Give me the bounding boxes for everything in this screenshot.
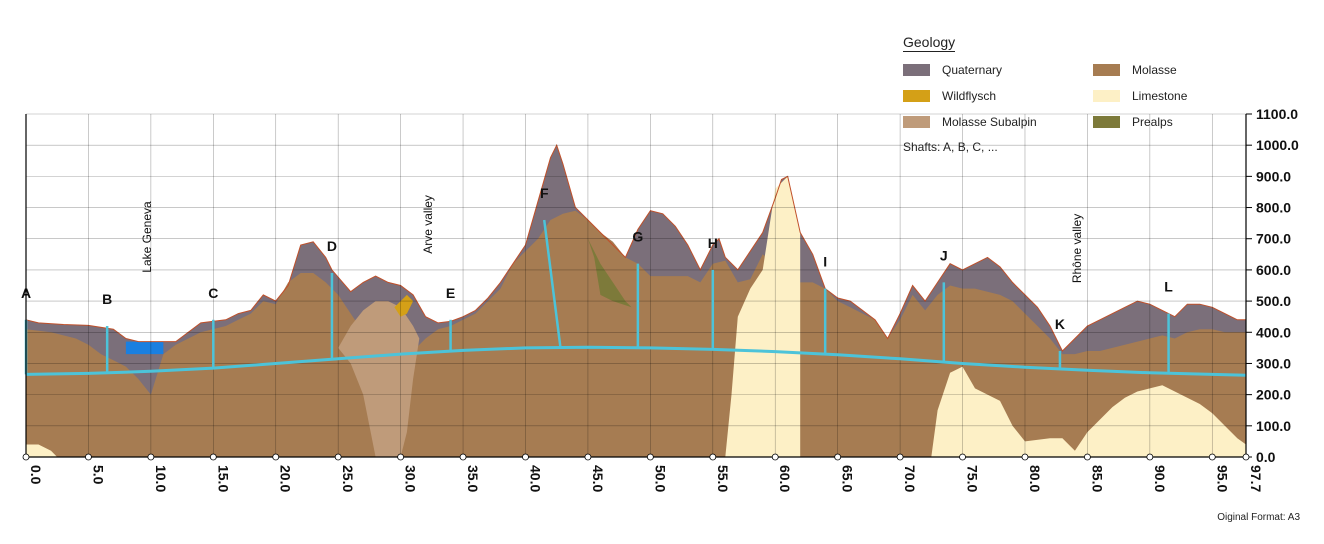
x-tick-marker [522,453,529,461]
x-tick-marker [646,453,654,461]
shaft-label-d: D [327,238,337,254]
molasse-swatch [1093,64,1120,76]
x-tick-label: 40.0 [527,465,543,492]
x-tick-label: 85.0 [1089,465,1105,492]
annotation-label: Lake Geneva [140,201,154,273]
shaft-label-f: F [540,185,549,201]
legend-title: Geology [903,34,956,52]
x-tick-label: 15.0 [215,465,231,492]
wildflysch-swatch [903,90,930,102]
molasse-subalpin-area [338,301,420,457]
x-tick-marker [22,453,30,461]
shaft-label-k: K [1055,316,1065,332]
x-tick-label: 45.0 [590,465,606,492]
x-tick-marker [209,453,217,461]
legend-label: Molasse [1132,63,1177,77]
y-tick-label: 900.0 [1256,168,1291,184]
annotation-label: Arve valley [421,195,435,254]
x-tick-marker [85,453,92,461]
x-tick-label: 20.0 [278,465,294,492]
x-tick-marker [1208,453,1216,461]
shaft-label-e: E [446,285,455,301]
x-tick-label: 35.0 [465,465,481,492]
x-tick-label: 90.0 [1152,465,1168,492]
shaft-label-g: G [632,229,643,245]
limestone-south-area [931,366,1246,457]
quaternary-swatch [903,64,930,76]
x-tick-label: 95.0 [1214,465,1230,492]
x-tick-marker [1021,453,1029,461]
y-tick-label: 700.0 [1256,231,1291,247]
y-tick-label: 1000.0 [1256,137,1299,153]
y-tick-label: 300.0 [1256,355,1291,371]
wildflysch-area [394,294,414,317]
x-tick-label: 0.0 [28,465,44,485]
surface-line [25,143,1246,352]
legend-label: Molasse Subalpin [942,115,1037,129]
x-tick-label: 97.7 [1248,465,1264,492]
shaft-f [542,219,562,348]
prealps-swatch [1093,116,1120,128]
x-tick-marker [459,453,467,461]
legend-label: Quaternary [942,63,1003,77]
y-tick-label: 200.0 [1256,387,1291,403]
molasse-subalpin-swatch [903,116,930,128]
x-tick-marker [896,453,904,461]
shaft-label-l: L [1164,279,1173,295]
x-tick-label: 5.0 [90,465,106,485]
x-tick-label: 60.0 [777,465,793,492]
shaft-label-b: B [102,291,112,307]
y-tick-label: 1100.0 [1256,106,1298,122]
x-tick-marker [397,453,405,461]
shaft-label-i: I [823,254,827,270]
x-tick-label: 55.0 [715,465,731,492]
legend-label: Limestone [1132,89,1188,103]
molasse-area [26,210,1246,457]
x-tick-marker [1242,453,1250,461]
y-tick-label: 600.0 [1256,262,1291,278]
format-note: Oiginal Format: A3 [1217,512,1300,523]
x-tick-marker [959,453,966,461]
x-tick-label: 50.0 [652,465,668,492]
x-tick-label: 30.0 [403,465,419,492]
limestone-core-area [725,176,801,457]
x-tick-label: 25.0 [340,465,356,492]
x-tick-label: 75.0 [965,465,981,492]
x-tick-marker [834,453,842,461]
y-tick-label: 400.0 [1256,324,1291,340]
x-tick-marker [1084,453,1091,461]
x-tick-marker [334,453,342,461]
tunnel-line [25,345,1247,377]
limestone-swatch [1093,90,1120,102]
x-tick-marker [709,453,717,461]
annotation-label: Rhône valley [1070,214,1084,283]
x-tick-marker [147,453,155,461]
shaft-label-j: J [940,247,948,263]
lake-water [125,341,164,355]
x-tick-label: 65.0 [840,465,856,492]
prealps-area [581,220,632,308]
y-tick-label: 500.0 [1256,293,1291,309]
legend-label: Wildflysch [942,89,997,103]
limestone-west-area [26,444,58,457]
legend-label: Prealps [1132,115,1173,129]
shafts-note: Shafts: A, B, C, ... [903,140,998,154]
x-tick-marker [272,453,280,461]
x-tick-marker [1146,453,1154,461]
shaft-label-h: H [708,235,718,251]
y-tick-label: 100.0 [1256,418,1291,434]
legend: Geology Quaternary Molasse Wildflysch Li… [903,34,1233,164]
x-tick-marker [584,453,592,461]
y-tick-label: 0.0 [1256,449,1276,465]
y-tick-label: 800.0 [1256,200,1291,216]
x-tick-marker [771,453,779,461]
shaft-label-c: C [208,285,218,301]
x-tick-label: 10.0 [153,465,169,492]
x-tick-label: 80.0 [1027,465,1043,492]
x-tick-label: 70.0 [902,465,918,492]
